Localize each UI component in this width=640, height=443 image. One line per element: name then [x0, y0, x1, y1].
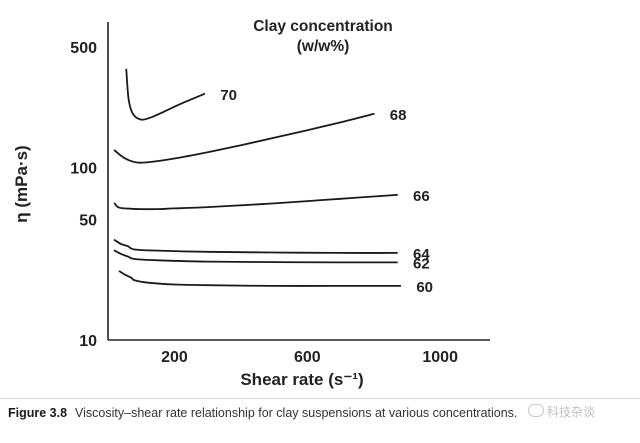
y-tick-label: 50 — [79, 213, 97, 230]
y-tick-label: 500 — [70, 40, 97, 57]
x-tick-label: 1000 — [422, 349, 458, 366]
chat-bubble-icon — [528, 404, 544, 417]
series-line-68 — [113, 113, 375, 164]
x-axis-title: Shear rate (s⁻¹) — [240, 370, 363, 389]
series-line-60 — [118, 270, 402, 287]
chart-title: Clay concentration — [253, 18, 393, 35]
y-tick-label: 10 — [79, 333, 97, 350]
chart-axes — [107, 22, 490, 341]
series-label-60: 60 — [416, 279, 433, 296]
watermark: 科技杂谈 — [528, 403, 595, 420]
series-label-62: 62 — [413, 255, 430, 272]
watermark-text: 科技杂谈 — [547, 405, 596, 419]
series-line-70 — [125, 68, 206, 121]
series-line-64 — [113, 239, 398, 254]
series-label-70: 70 — [220, 87, 237, 104]
y-tick-label: 100 — [70, 161, 97, 178]
series-label-66: 66 — [413, 188, 430, 205]
y-axis-title: η (mPa·s) — [12, 145, 31, 222]
series-line-66 — [113, 194, 398, 211]
y-tick-labels: 10 50 100 500 — [70, 40, 97, 350]
figure-caption: Figure 3.8 Viscosity–shear rate relations… — [8, 406, 517, 420]
series-line-62 — [113, 249, 398, 264]
x-tick-labels: 200 600 1000 — [161, 349, 458, 366]
chart-subtitle: (w/w%) — [297, 38, 350, 55]
caption-divider — [0, 398, 640, 399]
x-tick-label: 200 — [161, 349, 188, 366]
x-tick-label: 600 — [294, 349, 321, 366]
series-label-68: 68 — [390, 107, 407, 124]
data-series — [113, 68, 402, 287]
figure-label: Figure 3.8 — [8, 406, 68, 420]
series-label-64: 64 — [413, 246, 430, 263]
caption-text: Viscosity–shear rate relationship for cl… — [75, 406, 518, 420]
